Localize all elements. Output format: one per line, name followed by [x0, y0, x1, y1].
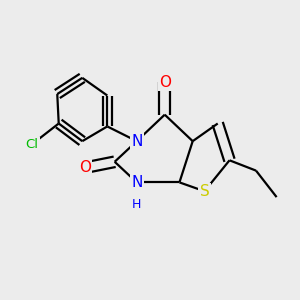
- Text: N: N: [131, 175, 142, 190]
- Text: H: H: [132, 198, 141, 211]
- Text: N: N: [131, 134, 142, 149]
- Text: O: O: [79, 160, 91, 175]
- Text: S: S: [200, 184, 209, 199]
- Text: Cl: Cl: [26, 138, 39, 151]
- Text: O: O: [159, 75, 171, 90]
